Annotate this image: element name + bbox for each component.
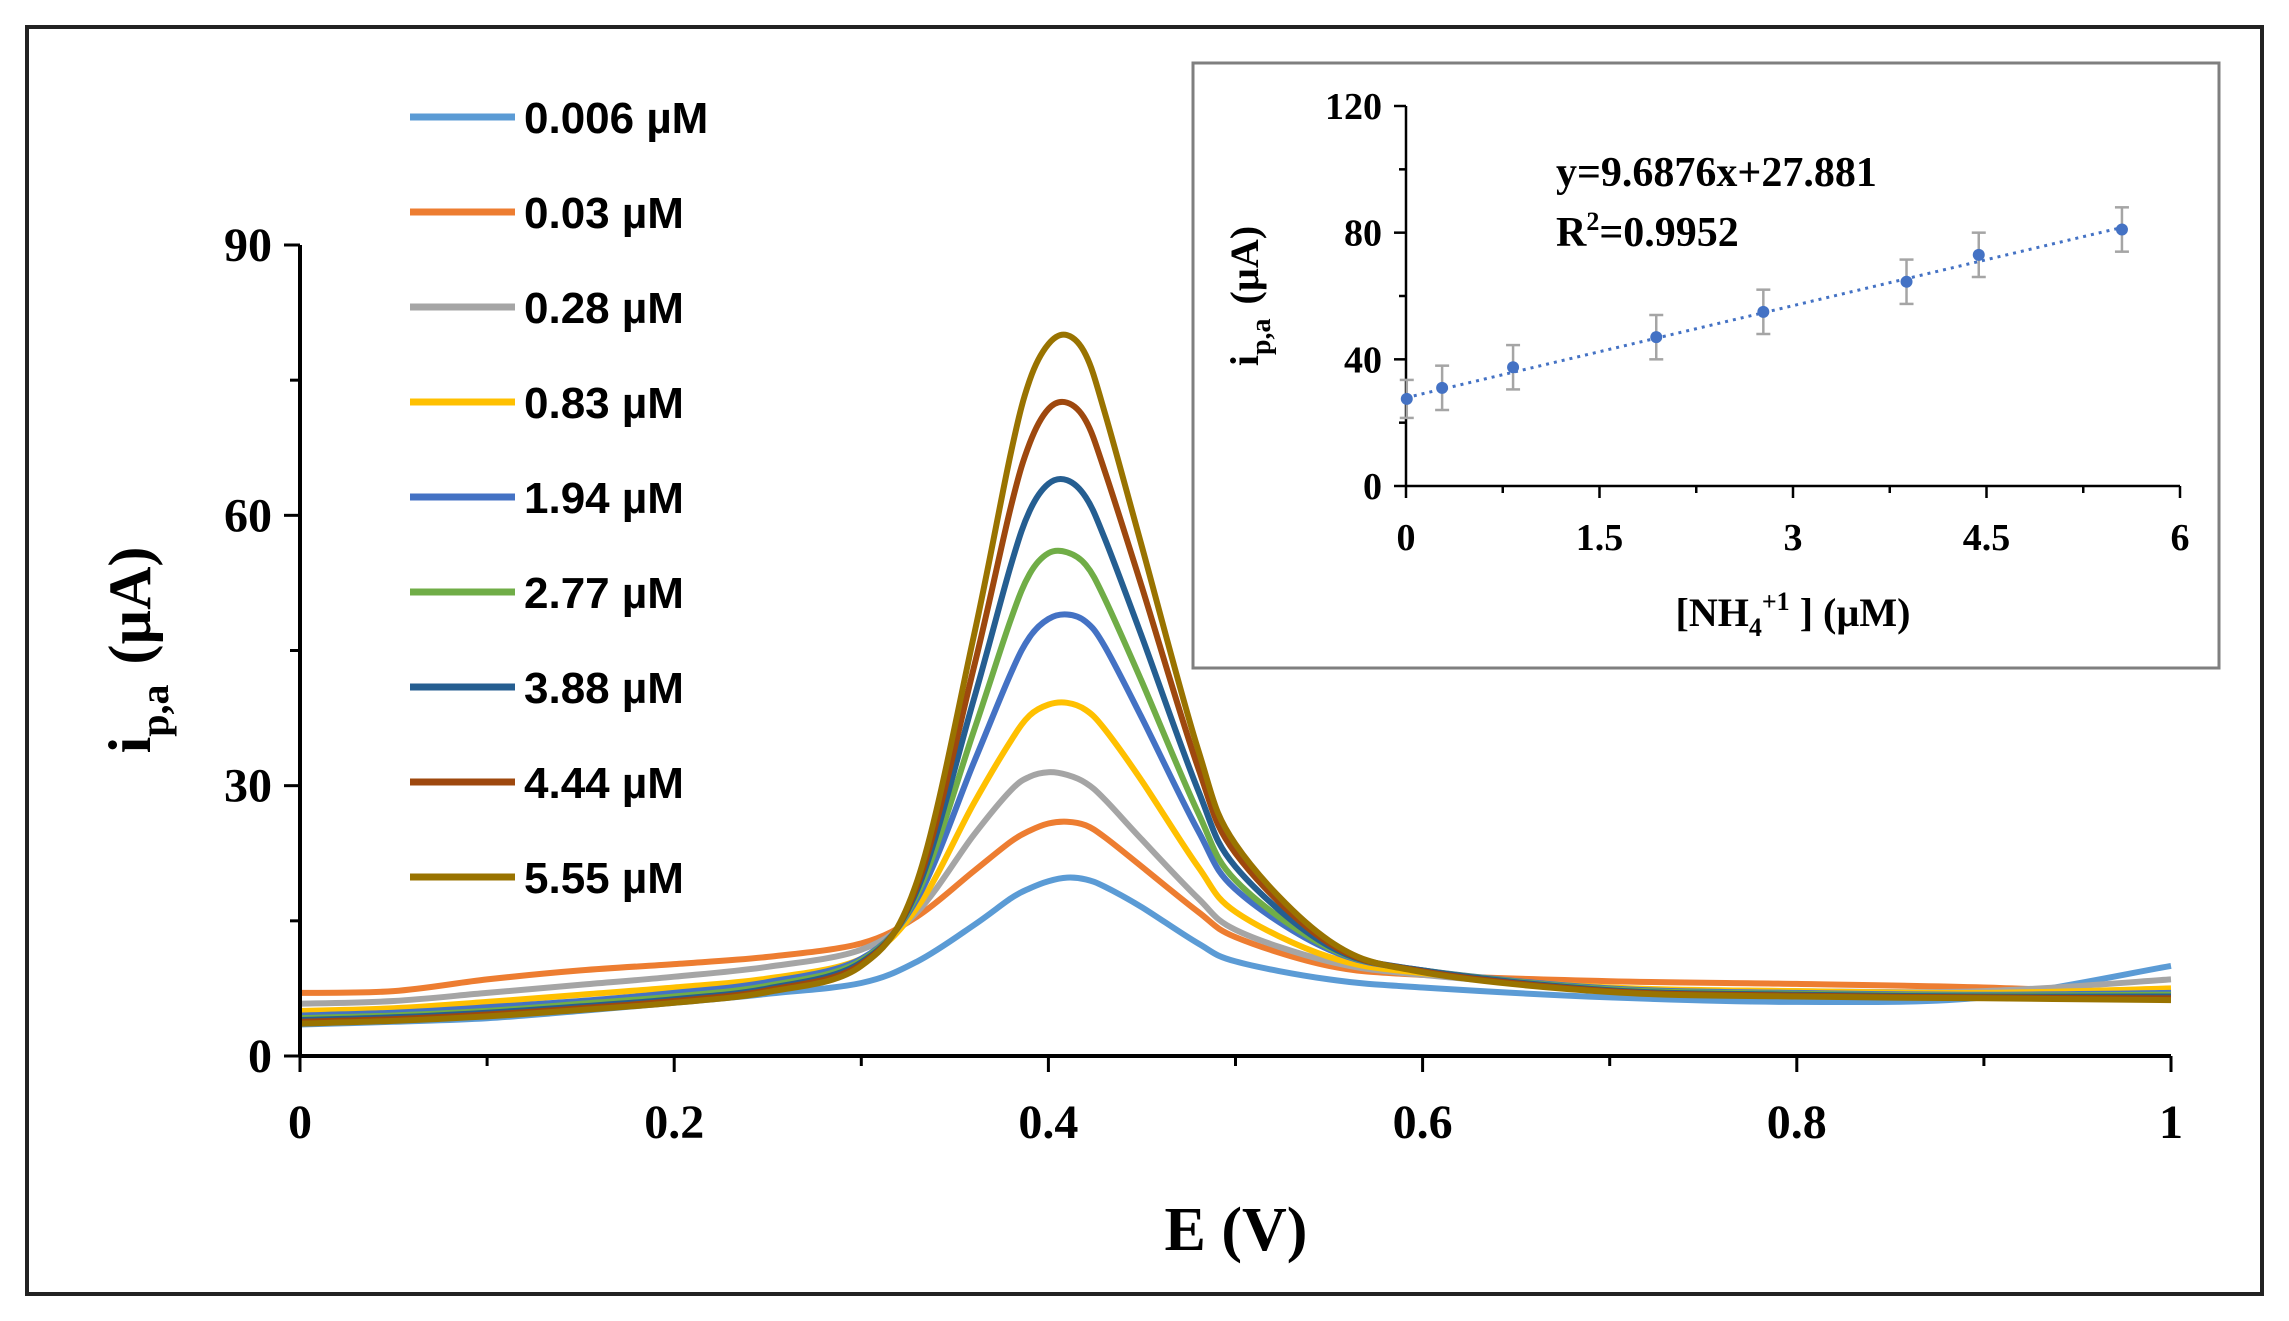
legend-label: 3.88 µM (524, 664, 684, 713)
inset-data-point (1757, 305, 1770, 318)
inset-points (1400, 223, 2128, 405)
inset-y-axis-title-unit: (µA) (1222, 226, 1267, 305)
inset-y-axis-title-sub: p,a (1246, 318, 1277, 355)
main-y-axis-title-main: i (97, 737, 163, 754)
inset-y-tick-label: 40 (1344, 339, 1382, 381)
legend-label: 0.83 µM (524, 379, 684, 428)
y-tick-label: 90 (224, 219, 272, 272)
inset-y-tick-label: 120 (1325, 86, 1382, 128)
legend-label: 0.28 µM (524, 284, 684, 333)
inset-y-axis-title: ip,a (µA) (1222, 226, 1277, 366)
inset-x-axis-title-sup: +1 (1762, 587, 1790, 616)
inset-data-point (1400, 392, 1413, 405)
inset-frame (1191, 61, 2221, 670)
y-tick-label: 60 (224, 489, 272, 542)
inset-x-axis-title-post: ] (µM) (1790, 590, 1911, 635)
x-tick-label: 0.8 (1767, 1096, 1827, 1149)
inset-x-axis-title-sub: 4 (1749, 613, 1762, 642)
inset-tick-labels: 0 1.5 3 4.5 6 0 40 80 120 (1325, 86, 2190, 559)
legend-label: 5.55 µM (524, 854, 684, 903)
inset-r-squared-main: R (1556, 210, 1587, 256)
inset-ticks (1394, 104, 2182, 498)
inset-x-tick-label: 4.5 (1963, 517, 2011, 559)
inset-data-point (1436, 381, 1449, 394)
inset-y-tick-label: 0 (1363, 466, 1382, 508)
main-curves (299, 331, 2172, 1028)
inset-x-tick-label: 3 (1784, 517, 1803, 559)
inset-chart: 0 1.5 3 4.5 6 0 40 80 120 y=9.6876x+27.881 R2=0.… (1191, 61, 2221, 670)
inset-x-tick-label: 0 (1397, 517, 1416, 559)
inset-trendline (1405, 225, 2123, 400)
inset-x-axis-title-pre: [NH (1676, 590, 1749, 635)
inset-r-squared: R2=0.9952 (1556, 207, 1739, 256)
legend: 0.006 µM 0.03 µM 0.28 µM 0.83 µM 1.94 µM 2.77… (410, 94, 708, 903)
inset-r-squared-sup: 2 (1586, 207, 1599, 236)
legend-label: 2.77 µM (524, 569, 684, 618)
x-tick-label: 0.4 (1018, 1096, 1078, 1149)
legend-label: 1.94 µM (524, 474, 684, 523)
x-tick-label: 0.6 (1393, 1096, 1453, 1149)
legend-label: 4.44 µM (524, 759, 684, 808)
series-line-9 (299, 331, 2172, 1027)
main-ticks (284, 243, 2173, 1072)
x-tick-label: 0.2 (644, 1096, 704, 1149)
main-x-axis-title: E (V) (1165, 1196, 1308, 1264)
main-y-axis-title-sub: p,a (132, 684, 177, 736)
inset-data-point (2115, 223, 2128, 236)
inset-r-squared-value: =0.9952 (1599, 210, 1738, 256)
inset-data-point (1507, 361, 1520, 374)
legend-label: 0.006 µM (524, 94, 708, 143)
x-tick-label: 1 (2159, 1096, 2183, 1149)
inset-x-axis-title: [NH4+1 ] (µM) (1676, 587, 1911, 642)
y-tick-label: 30 (224, 760, 272, 813)
inset-data-point (1900, 275, 1913, 288)
y-tick-label: 0 (248, 1030, 272, 1083)
main-y-axis-title-unit: (µA) (97, 547, 163, 665)
inset-data-point (1972, 248, 1985, 261)
legend-label: 0.03 µM (524, 189, 684, 238)
x-tick-label: 0 (288, 1096, 312, 1149)
inset-equation: y=9.6876x+27.881 (1556, 150, 1877, 196)
main-y-axis-title: ip,a (µA) (97, 547, 177, 754)
inset-y-axis-title-main: i (1222, 355, 1267, 366)
inset-x-tick-label: 1.5 (1576, 517, 1624, 559)
inset-y-tick-label: 80 (1344, 213, 1382, 255)
inset-x-tick-label: 6 (2171, 517, 2190, 559)
inset-data-point (1650, 331, 1663, 344)
series-line-2 (299, 818, 2172, 998)
